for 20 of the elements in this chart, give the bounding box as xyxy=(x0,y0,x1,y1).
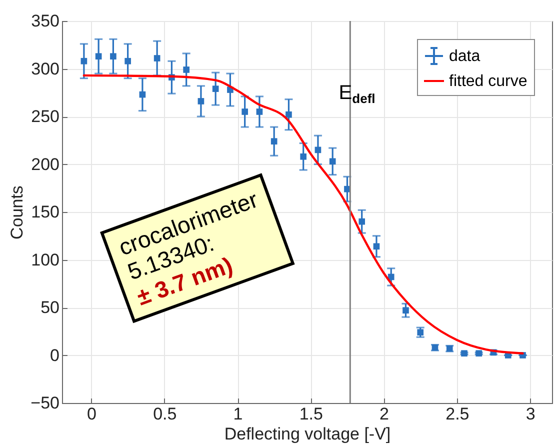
x-tick-label: 1 xyxy=(233,404,243,424)
x-tick-label: 3 xyxy=(526,404,536,424)
x-tick-label: 2.5 xyxy=(446,404,470,424)
legend-label: data xyxy=(449,48,480,65)
x-axis-title: Deflecting voltage [-V] xyxy=(224,424,391,444)
y-tick-label: 350 xyxy=(31,12,60,30)
x-tick-label: 0.5 xyxy=(153,404,177,424)
y-tick-label: 300 xyxy=(31,59,60,78)
y-tick-label: 250 xyxy=(31,107,60,126)
y-tick-label: 50 xyxy=(40,298,60,317)
y-tick-label: −50 xyxy=(30,394,60,412)
x-tick-label: 2 xyxy=(380,404,390,424)
y-tick-label: 200 xyxy=(31,154,60,174)
x-tick-label: 1.5 xyxy=(299,404,323,424)
y-tick-label: 150 xyxy=(31,202,60,222)
y-axis-title: Counts xyxy=(8,186,27,240)
x-tick-label: 0 xyxy=(87,404,96,424)
y-tick-label: 0 xyxy=(50,346,60,365)
legend-label: fitted curve xyxy=(449,73,528,90)
y-tick-label: 100 xyxy=(31,250,60,270)
